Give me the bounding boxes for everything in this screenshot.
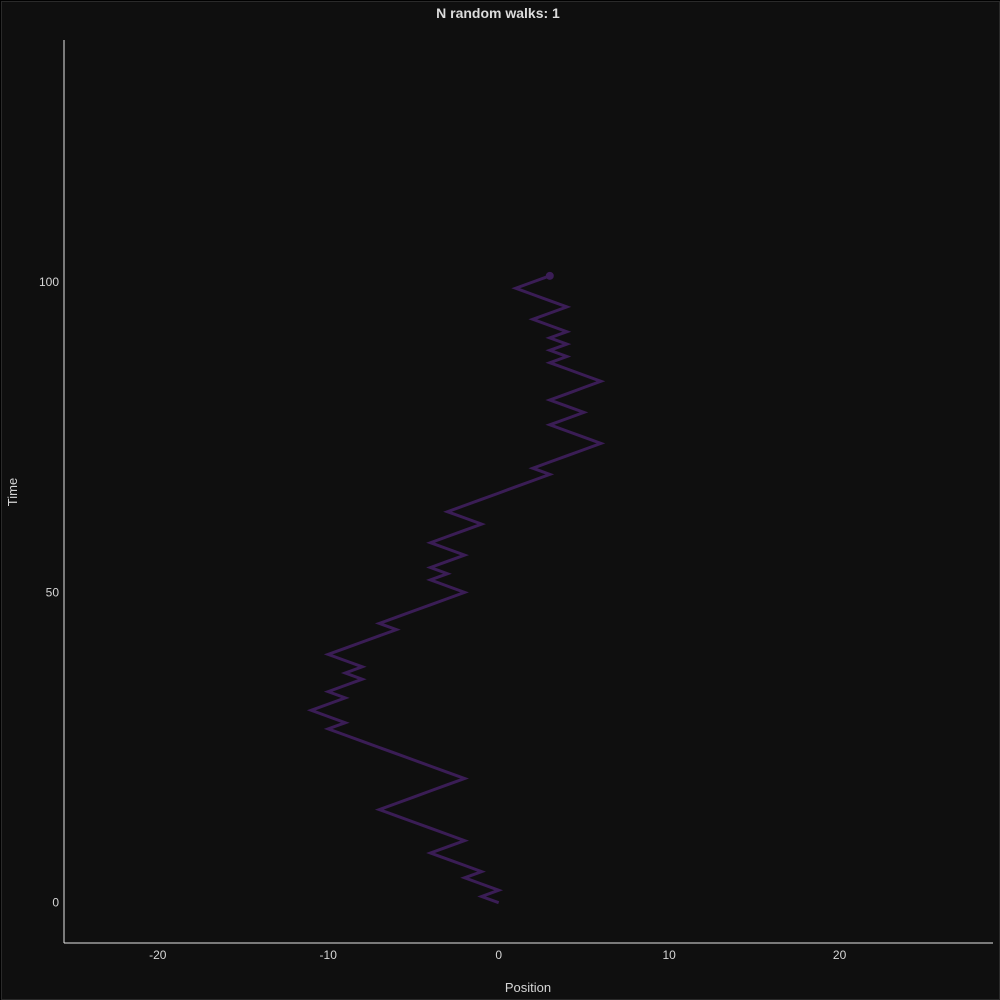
x-tick-label: 10 [662,948,676,962]
series-layer [306,271,606,905]
y-tick-label: 0 [52,896,59,910]
y-tick-label: 100 [39,275,59,289]
y-tick-labels: 0 50 100 [39,275,59,910]
chart-title: N random walks: 1 [436,5,560,21]
walk-line [306,274,606,905]
x-tick-label: -10 [320,948,338,962]
x-tick-label: 20 [833,948,847,962]
y-tick-label: 50 [46,585,60,599]
walk-end-point [545,271,554,280]
x-tick-labels: -20 -10 0 10 20 [149,948,847,962]
x-tick-label: -20 [149,948,167,962]
x-axis-title: Position [505,980,551,995]
y-axis-title: Time [5,478,20,506]
x-tick-label: 0 [495,948,502,962]
